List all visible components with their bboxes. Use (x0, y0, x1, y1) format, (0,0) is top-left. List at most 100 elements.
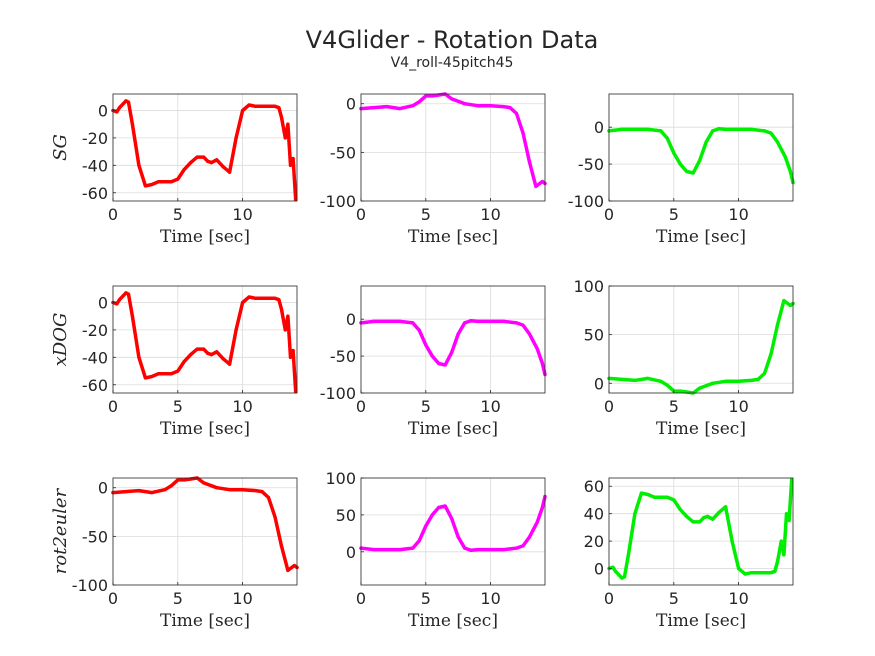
data-point (385, 319, 389, 324)
data-point (130, 122, 135, 126)
data-point (463, 546, 467, 550)
x-axis-label: Time [sec] (408, 611, 498, 631)
data-point (730, 539, 734, 543)
data-point (476, 104, 480, 108)
data-point (292, 563, 297, 568)
data-point (743, 572, 747, 576)
data-point (253, 489, 258, 493)
data-point (266, 104, 271, 108)
data-point (209, 160, 214, 165)
x-axis-label: Time [sec] (160, 227, 250, 247)
y-tick-label: -50 (330, 143, 356, 162)
data-point (724, 379, 728, 383)
data-point (476, 547, 480, 552)
data-point (678, 389, 682, 393)
axes-frame (360, 93, 546, 202)
axes-frame (360, 477, 546, 586)
data-point (749, 127, 754, 132)
data-point (790, 477, 794, 481)
series-line (607, 126, 795, 185)
data-point (705, 514, 710, 519)
data-point (124, 490, 128, 494)
data-point (294, 390, 298, 394)
data-point (527, 535, 532, 539)
data-point (787, 518, 791, 523)
data-point (678, 162, 682, 166)
series-line (111, 99, 298, 202)
data-point (538, 354, 542, 358)
data-point (202, 481, 206, 485)
data-point (622, 575, 627, 579)
data-point (646, 376, 650, 381)
data-point (205, 351, 210, 355)
data-point (182, 359, 186, 364)
data-point (417, 539, 421, 543)
data-point (540, 505, 545, 510)
data-point (117, 106, 122, 110)
data-point (538, 513, 542, 517)
data-point (291, 348, 295, 353)
data-point (169, 180, 173, 184)
data-point (417, 100, 421, 104)
data-point (717, 510, 721, 514)
data-point (736, 379, 741, 383)
data-point (540, 361, 545, 366)
data-point (749, 378, 754, 382)
data-point (786, 162, 790, 166)
data-point (253, 296, 258, 300)
data-point (540, 179, 545, 184)
y-tick-label: -60 (82, 184, 108, 203)
data-point (672, 498, 676, 502)
y-tick-label: 40 (584, 505, 604, 524)
data-point (169, 484, 173, 488)
data-point (286, 568, 290, 573)
data-point (266, 296, 271, 300)
data-point (501, 319, 506, 324)
data-point (424, 524, 428, 528)
data-point (756, 377, 760, 381)
data-point (736, 566, 741, 571)
data-point (286, 122, 290, 126)
data-point (469, 548, 473, 552)
data-point (115, 110, 119, 114)
data-point (665, 495, 669, 499)
data-point (176, 478, 180, 482)
data-point (782, 553, 786, 557)
x-tick-label: 10 (232, 397, 252, 416)
data-point (283, 328, 287, 332)
data-point (234, 328, 238, 332)
data-point (279, 307, 284, 311)
data-point (411, 104, 415, 108)
data-point (124, 99, 128, 103)
x-tick-label: 5 (421, 205, 431, 224)
data-point (698, 386, 702, 390)
x-tick-label: 5 (173, 589, 183, 608)
data-point (398, 319, 402, 324)
data-point (756, 571, 760, 575)
axes-frame (608, 477, 794, 586)
data-point (240, 488, 245, 492)
y-tick-label: -100 (320, 384, 356, 403)
y-axis-label: xDOG (50, 313, 71, 367)
y-tick-label: 100 (325, 469, 356, 488)
data-point (665, 136, 669, 140)
data-point (736, 127, 741, 132)
y-tick-label: 0 (98, 293, 108, 312)
data-point (260, 490, 264, 494)
data-point (652, 495, 656, 499)
axes-frame (112, 93, 298, 202)
data-point (613, 569, 618, 573)
data-point (704, 140, 708, 144)
data-point (215, 158, 219, 162)
axes-frame (112, 285, 298, 394)
x-tick-label: 0 (604, 589, 614, 608)
data-point (514, 111, 519, 116)
x-tick-label: 5 (669, 397, 679, 416)
data-point (411, 546, 415, 550)
data-point (234, 136, 238, 140)
data-point (476, 319, 480, 324)
data-point (639, 491, 643, 495)
data-point (685, 514, 689, 519)
data-point (437, 505, 441, 510)
